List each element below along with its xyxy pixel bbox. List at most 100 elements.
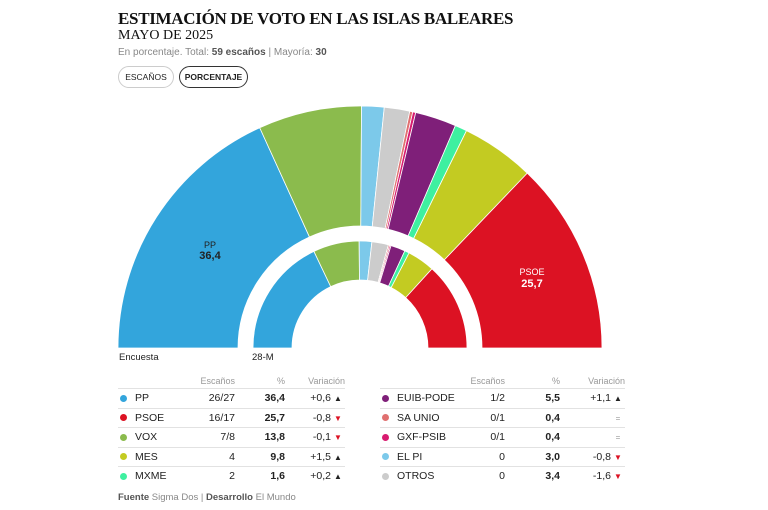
party-cell: VOX	[118, 427, 188, 447]
pct-cell: 25,7	[235, 407, 285, 428]
party-color-dot	[120, 433, 127, 441]
pct-cell: 1,6	[235, 466, 285, 486]
party-name: OTROS	[397, 470, 435, 483]
seats-cell: 0	[460, 466, 505, 486]
seats-cell: 7/8	[188, 427, 235, 447]
party-cell: PSOE	[118, 407, 188, 428]
variation-cell: +0,6 ▲	[285, 388, 345, 408]
seats-cell: 16/17	[188, 407, 235, 428]
party-color-dot	[120, 414, 127, 422]
meta-prefix: En porcentaje. Total:	[118, 47, 212, 58]
seats-cell: 1/2	[460, 388, 505, 408]
encuesta-slice-psoe	[443, 172, 603, 349]
party-cell: MXME	[118, 466, 188, 486]
28m-slice-psoe	[405, 268, 468, 349]
source-label: Fuente	[118, 492, 150, 503]
seats-cell: 4	[188, 446, 235, 467]
chart-subtitle: MAYO DE 2025	[118, 28, 214, 43]
variation-value: -0,8	[592, 450, 611, 463]
pct-cell: 3,4	[505, 466, 560, 486]
seats-cell: 0/1	[460, 427, 505, 447]
party-cell: EUIB-PODE	[380, 388, 460, 408]
trend-eq-icon: =	[615, 433, 621, 443]
party-name: MES	[135, 450, 158, 463]
party-name: GXF-PSIB	[397, 431, 447, 444]
footer-credits: Fuente Sigma Dos | Desarrollo El Mundo	[118, 492, 296, 503]
trend-down-icon: ▼	[334, 413, 342, 423]
variation-cell: =	[560, 407, 625, 428]
trend-down-icon: ▼	[334, 433, 342, 443]
dev-label: Desarrollo	[206, 492, 253, 503]
percent-toggle-button[interactable]: PORCENTAJE	[179, 66, 248, 88]
table-row: EUIB-PODE 1/2 5,5 +1,1 ▲	[380, 388, 625, 408]
trend-down-icon: ▼	[614, 472, 622, 482]
pct-cell: 0,4	[505, 427, 560, 447]
source: Sigma Dos |	[149, 492, 206, 503]
party-color-dot	[120, 472, 127, 480]
header-var: Variación	[588, 376, 625, 386]
trend-up-icon: ▲	[334, 472, 342, 482]
party-cell: SA UNIO	[380, 407, 460, 428]
variation-cell: =	[560, 427, 625, 447]
variation-value: -1,6	[592, 470, 611, 483]
table-row: GXF-PSIB 0/1 0,4 =	[380, 427, 625, 447]
party-color-dot	[120, 453, 127, 461]
pct-cell: 36,4	[235, 388, 285, 408]
variation-cell: -0,8 ▼	[560, 446, 625, 467]
header-seats: Escaños	[200, 376, 235, 386]
variation-value: +0,6	[310, 392, 331, 405]
seats-cell: 26/27	[188, 388, 235, 408]
chart-meta: En porcentaje. Total: 59 escaños | Mayor…	[118, 47, 327, 58]
seats-toggle-button[interactable]: ESCAÑOS	[118, 66, 174, 88]
variation-cell: -0,8 ▼	[285, 407, 345, 428]
dev: El Mundo	[253, 492, 296, 503]
variation-value: +1,5	[310, 450, 331, 463]
variation-cell: -1,6 ▼	[560, 466, 625, 486]
party-cell: GXF-PSIB	[380, 427, 460, 447]
pct-cell: 9,8	[235, 446, 285, 467]
table-row: VOX 7/8 13,8 -0,1 ▼	[118, 427, 345, 447]
seats-cell: 2	[188, 466, 235, 486]
pct-cell: 0,4	[505, 407, 560, 428]
party-color-dot	[382, 394, 389, 402]
variation-value: -0,1	[312, 431, 331, 444]
psoe-slice-value: 25,7	[521, 278, 543, 290]
header-seats: Escaños	[470, 376, 505, 386]
trend-up-icon: ▲	[334, 394, 342, 404]
variation-value: -0,8	[312, 411, 331, 424]
meta-sep: | Mayoría:	[265, 47, 316, 58]
table-row: MXME 2 1,6 +0,2 ▲	[118, 466, 345, 486]
table-row: SA UNIO 0/1 0,4 =	[380, 407, 625, 428]
party-color-dot	[382, 453, 389, 461]
header-pct: %	[551, 376, 560, 386]
trend-eq-icon: =	[615, 413, 621, 423]
party-color-dot	[120, 394, 127, 402]
chart-title: ESTIMACIÓN DE VOTO EN LAS ISLAS BALEARES	[118, 9, 514, 28]
party-name: EUIB-PODE	[397, 392, 455, 405]
seats-cell: 0	[460, 446, 505, 467]
variation-cell: +1,1 ▲	[560, 388, 625, 408]
variation-value: +1,1	[590, 392, 611, 405]
party-name: PSOE	[135, 411, 165, 424]
table-row: EL PI 0 3,0 -0,8 ▼	[380, 446, 625, 467]
party-color-dot	[382, 472, 389, 480]
party-name: EL PI	[397, 450, 423, 463]
party-cell: PP	[118, 388, 188, 408]
table-row: OTROS 0 3,4 -1,6 ▼	[380, 466, 625, 486]
seats-cell: 0/1	[460, 407, 505, 428]
outer-ring-label: Encuesta	[119, 352, 159, 363]
meta-total: 59 escaños	[211, 47, 266, 58]
variation-value: +0,2	[310, 470, 331, 483]
party-name: MXME	[135, 470, 167, 483]
variation-cell: -0,1 ▼	[285, 427, 345, 447]
party-name: PP	[135, 392, 150, 405]
pp-slice-value: 36,4	[199, 250, 221, 262]
party-color-dot	[382, 414, 389, 422]
table-row: PSOE 16/17 25,7 -0,8 ▼	[118, 407, 345, 428]
pp-slice-name: PP	[203, 240, 216, 250]
psoe-slice-name: PSOE	[519, 267, 545, 277]
encuesta-slice-pp	[117, 127, 310, 349]
trend-down-icon: ▼	[614, 452, 622, 462]
party-cell: MES	[118, 446, 188, 467]
